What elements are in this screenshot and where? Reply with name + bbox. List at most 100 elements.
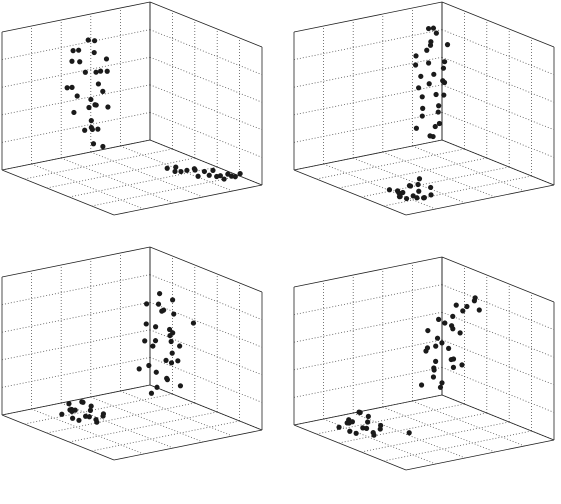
grid-line (120, 390, 233, 437)
box-edge (1, 139, 151, 171)
data-point (210, 167, 216, 173)
data-point (431, 71, 437, 77)
data-point (446, 345, 452, 352)
box-edge (149, 139, 263, 186)
data-point (441, 79, 448, 86)
data-point (80, 399, 86, 405)
grid-line (149, 357, 263, 403)
data-point (434, 335, 441, 341)
data-point (167, 332, 173, 339)
data-point (100, 143, 106, 150)
data-point (93, 69, 99, 75)
data-point (152, 338, 159, 344)
data-point (172, 168, 178, 175)
data-point (168, 360, 175, 366)
grid-line (441, 339, 555, 386)
data-point (353, 430, 359, 436)
data-point (76, 47, 82, 53)
data-point (428, 184, 434, 191)
data-point (444, 42, 451, 48)
data-point (416, 188, 422, 194)
grid-line (293, 367, 443, 398)
data-point (143, 321, 149, 327)
grid-line (24, 393, 173, 425)
data-point (70, 48, 76, 54)
grid-line (90, 396, 203, 443)
grid-line (441, 84, 555, 131)
data-point (91, 49, 97, 56)
grid-line (149, 329, 263, 376)
grid-line (293, 284, 443, 315)
data-point (150, 343, 156, 349)
data-point (413, 62, 419, 68)
grid-line (293, 112, 443, 143)
grid-line (1, 329, 151, 361)
box-edge (113, 429, 263, 461)
data-point (408, 183, 414, 189)
grid-line (69, 411, 218, 443)
data-point (92, 102, 98, 108)
grid-line (149, 274, 263, 320)
data-point (87, 407, 94, 413)
data-point (414, 195, 420, 201)
grid-line (382, 151, 495, 198)
grid-line (91, 175, 240, 207)
grid-line (61, 402, 174, 449)
grid-line (361, 166, 510, 198)
grid-line (338, 412, 487, 444)
data-point (426, 60, 432, 66)
grid-line (412, 400, 525, 447)
grid-line (316, 403, 465, 435)
grid-line (149, 29, 263, 75)
data-point (206, 172, 212, 178)
grid-line (1, 357, 151, 388)
data-point (100, 88, 106, 94)
data-point (82, 69, 88, 75)
data-point (71, 109, 77, 116)
data-point (177, 343, 183, 349)
data-point (433, 343, 439, 349)
grid-line (338, 157, 487, 189)
data-point (476, 307, 482, 313)
data-point (347, 428, 353, 434)
data-point (201, 168, 207, 175)
data-point (77, 59, 83, 65)
data-point (394, 188, 401, 194)
data-point (464, 303, 470, 310)
box-edge (113, 184, 263, 216)
grid-line (1, 112, 151, 143)
data-point (105, 104, 111, 110)
data-point (82, 127, 88, 133)
data-point (69, 84, 75, 90)
data-point (157, 290, 163, 297)
data-point (418, 73, 424, 79)
grid-line (323, 163, 436, 210)
box-edge (293, 424, 407, 471)
data-point (427, 133, 433, 139)
box-edge (149, 1, 263, 48)
box-edge (293, 1, 443, 33)
data-point (89, 126, 95, 133)
grid-line (316, 148, 465, 180)
box-edge (149, 384, 263, 431)
data-point (433, 91, 439, 98)
data-point (167, 326, 173, 333)
grid-line (323, 418, 436, 465)
data-point (88, 118, 94, 124)
data-point (88, 96, 94, 103)
data-point (164, 165, 170, 171)
data-point (98, 68, 104, 74)
box-edge (441, 139, 555, 186)
box-edge (441, 1, 555, 48)
data-point (419, 94, 425, 100)
data-point (457, 330, 463, 336)
data-point (214, 173, 220, 180)
grid-line (383, 430, 532, 462)
data-point (416, 176, 423, 182)
data-point (171, 311, 177, 317)
data-point (221, 176, 227, 182)
data-point (442, 320, 448, 326)
data-point (415, 181, 421, 188)
data-point (85, 37, 91, 43)
box-edge (149, 246, 263, 293)
